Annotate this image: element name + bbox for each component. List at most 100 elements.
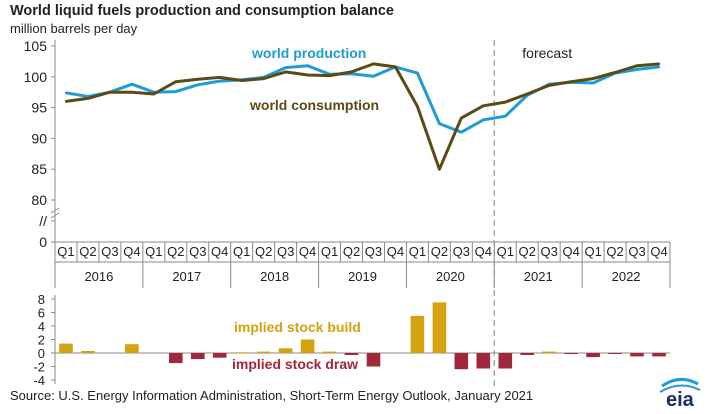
stock-draw-bar [520, 353, 534, 355]
y-tick-label: 95 [31, 100, 47, 116]
x-quarter-label: Q3 [189, 244, 206, 259]
consumption-point [635, 64, 639, 67]
production-point [372, 74, 375, 78]
production-point [460, 131, 463, 134]
production-point [284, 66, 287, 69]
consumption-point [196, 78, 199, 81]
bar-y-tick-label: -4 [33, 373, 45, 388]
implied-stock-build-label: implied stock build [234, 319, 361, 335]
world-consumption-label: world consumption [249, 97, 379, 113]
consumption-point [328, 74, 331, 77]
x-quarter-label: Q3 [277, 244, 294, 259]
stock-draw-bar [191, 353, 205, 360]
consumption-point [64, 100, 68, 103]
source-note: Source: U.S. Energy Information Administ… [10, 388, 534, 403]
axis-break-mark [50, 207, 60, 214]
consumption-point [108, 91, 112, 94]
stock-build-bar [81, 351, 95, 353]
stock-build-bar [300, 339, 315, 353]
consumption-point [306, 73, 309, 77]
bar-y-tick-label: 2 [38, 333, 45, 348]
stock-draw-bar [212, 353, 227, 358]
x-quarter-label: Q4 [211, 244, 228, 259]
x-quarter-label: Q2 [167, 244, 184, 259]
consumption-point [372, 62, 375, 66]
x-quarter-label: Q3 [101, 244, 118, 259]
x-year-label: 2016 [84, 269, 113, 284]
x-quarter-label: Q4 [299, 244, 316, 259]
y-tick-label: 0 [39, 234, 47, 250]
x-year-label: 2020 [436, 269, 465, 284]
stock-draw-bar [476, 353, 491, 369]
x-year-label: 2018 [260, 269, 289, 284]
stock-draw-bar [608, 353, 622, 354]
stock-draw-bar [630, 353, 644, 357]
bar-y-tick-label: 6 [38, 306, 45, 321]
stock-draw-bar [652, 353, 666, 357]
production-point [482, 118, 485, 122]
production-point [174, 90, 178, 93]
x-year-label: 2017 [172, 269, 201, 284]
x-year-label: 2019 [348, 269, 377, 284]
x-quarter-label: Q1 [497, 244, 514, 259]
axis-break-mark [50, 212, 60, 219]
consumption-point [657, 62, 661, 66]
x-year-label: 2021 [524, 269, 553, 284]
consumption-point [547, 84, 551, 87]
consumption-point [613, 71, 617, 74]
y-tick-label: 80 [31, 192, 47, 208]
stock-draw-bar [498, 353, 513, 369]
production-point [416, 71, 419, 75]
x-quarter-label: Q1 [145, 244, 162, 259]
x-quarter-label: Q2 [79, 244, 96, 259]
production-point [591, 81, 595, 85]
x-quarter-label: Q3 [541, 244, 558, 259]
production-point [64, 91, 68, 95]
consumption-point [218, 76, 221, 79]
x-quarter-label: Q2 [519, 244, 536, 259]
bar-y-tick-label: 4 [38, 319, 45, 334]
y-tick-label: 90 [31, 130, 47, 146]
production-point [130, 82, 134, 86]
x-quarter-label: Q2 [343, 244, 360, 259]
x-quarter-label: Q1 [233, 244, 250, 259]
bar-y-tick-label: 0 [38, 346, 45, 361]
stock-draw-bar [586, 353, 600, 358]
x-year-label: 2022 [612, 269, 641, 284]
production-point [306, 64, 309, 67]
consumption-point [526, 92, 529, 96]
x-quarter-label: Q4 [387, 244, 404, 259]
forecast-label: forecast [522, 45, 572, 61]
stock-draw-bar [366, 353, 381, 367]
stock-build-bar [278, 348, 293, 353]
x-quarter-label: Q1 [584, 244, 601, 259]
consumption-point [416, 105, 419, 108]
consumption-point [482, 104, 485, 107]
consumption-point [591, 77, 595, 80]
stock-build-bar [256, 351, 271, 353]
consumption-point [240, 79, 243, 82]
production-point [635, 68, 639, 71]
x-quarter-label: Q1 [409, 244, 426, 259]
x-quarter-label: Q4 [650, 244, 667, 259]
y-tick-label: 100 [24, 69, 48, 85]
stock-build-bar [125, 344, 139, 353]
production-point [196, 83, 199, 87]
stock-draw-bar [564, 353, 578, 354]
consumption-point [284, 70, 287, 74]
bar-y-tick-label: 8 [38, 292, 45, 307]
production-point [657, 65, 661, 69]
stock-build-bar [432, 302, 447, 353]
x-quarter-label: Q3 [365, 244, 382, 259]
stock-draw-bar [454, 353, 469, 370]
x-quarter-label: Q1 [57, 244, 74, 259]
stock-draw-bar [169, 353, 183, 364]
bar-y-tick-label: -2 [33, 360, 45, 375]
x-quarter-label: Q4 [562, 244, 579, 259]
x-quarter-label: Q1 [321, 244, 338, 259]
stock-build-bar [322, 351, 337, 353]
consumption-point [569, 80, 573, 83]
consumption-point [460, 116, 463, 120]
